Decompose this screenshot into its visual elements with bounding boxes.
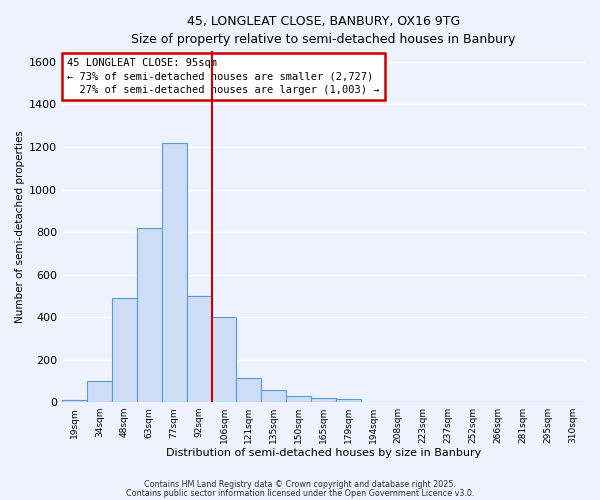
Bar: [112, 298, 137, 402]
Bar: [336, 399, 361, 402]
Bar: [187, 296, 212, 402]
Bar: [87, 381, 112, 402]
Text: 45 LONGLEAT CLOSE: 95sqm
← 73% of semi-detached houses are smaller (2,727)
  27%: 45 LONGLEAT CLOSE: 95sqm ← 73% of semi-d…: [67, 58, 380, 94]
Bar: [262, 390, 286, 402]
Bar: [311, 398, 336, 402]
Bar: [137, 228, 162, 402]
X-axis label: Distribution of semi-detached houses by size in Banbury: Distribution of semi-detached houses by …: [166, 448, 481, 458]
Bar: [212, 317, 236, 402]
Y-axis label: Number of semi-detached properties: Number of semi-detached properties: [15, 130, 25, 323]
Bar: [236, 378, 262, 402]
Bar: [62, 400, 87, 402]
Text: Contains HM Land Registry data © Crown copyright and database right 2025.: Contains HM Land Registry data © Crown c…: [144, 480, 456, 489]
Text: Contains public sector information licensed under the Open Government Licence v3: Contains public sector information licen…: [126, 488, 474, 498]
Title: 45, LONGLEAT CLOSE, BANBURY, OX16 9TG
Size of property relative to semi-detached: 45, LONGLEAT CLOSE, BANBURY, OX16 9TG Si…: [131, 15, 516, 46]
Bar: [286, 396, 311, 402]
Bar: [162, 142, 187, 402]
